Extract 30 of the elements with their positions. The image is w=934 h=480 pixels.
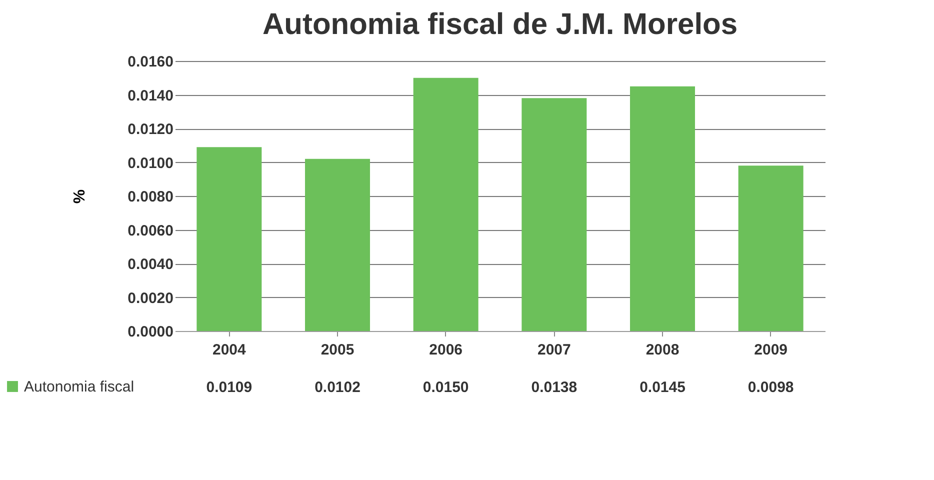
- data-label: 0.0150: [422, 379, 469, 396]
- y-tick-label: 0.0100: [128, 154, 174, 172]
- x-tick-label: 2007: [537, 342, 571, 358]
- legend-label: Autonomia fiscal: [24, 378, 134, 396]
- y-tick-label: 0.0040: [128, 256, 174, 273]
- data-label: 0.0109: [206, 379, 252, 396]
- data-label: 0.0138: [531, 379, 578, 396]
- x-tick-label: 2008: [646, 342, 680, 358]
- y-tick-label: 0.0160: [128, 54, 174, 70]
- data-label: 0.0102: [314, 379, 360, 396]
- y-axis-title: %: [72, 189, 89, 204]
- bar: [522, 98, 587, 331]
- y-tick-label: 0.0080: [128, 188, 174, 206]
- y-tick-label: 0.0020: [128, 290, 174, 307]
- x-tick-label: 2009: [754, 342, 788, 358]
- bar: [305, 158, 370, 331]
- data-label: 0.0145: [640, 379, 686, 396]
- y-tick-label: 0.0060: [128, 222, 174, 240]
- y-tick-label: 0.0000: [128, 324, 174, 340]
- bar: [413, 78, 478, 331]
- x-tick-label: 2004: [212, 342, 247, 358]
- data-label: 0.0098: [748, 379, 794, 396]
- chart-title: Autonomia fiscal de J.M. Morelos: [262, 8, 738, 41]
- x-tick-label: 2005: [320, 342, 354, 358]
- x-tick-label: 2006: [429, 342, 463, 358]
- y-tick-label: 0.0140: [128, 87, 174, 104]
- bar: [196, 147, 262, 331]
- bar: [630, 86, 695, 331]
- bar: [738, 166, 804, 331]
- y-tick-label: 0.0120: [128, 121, 174, 138]
